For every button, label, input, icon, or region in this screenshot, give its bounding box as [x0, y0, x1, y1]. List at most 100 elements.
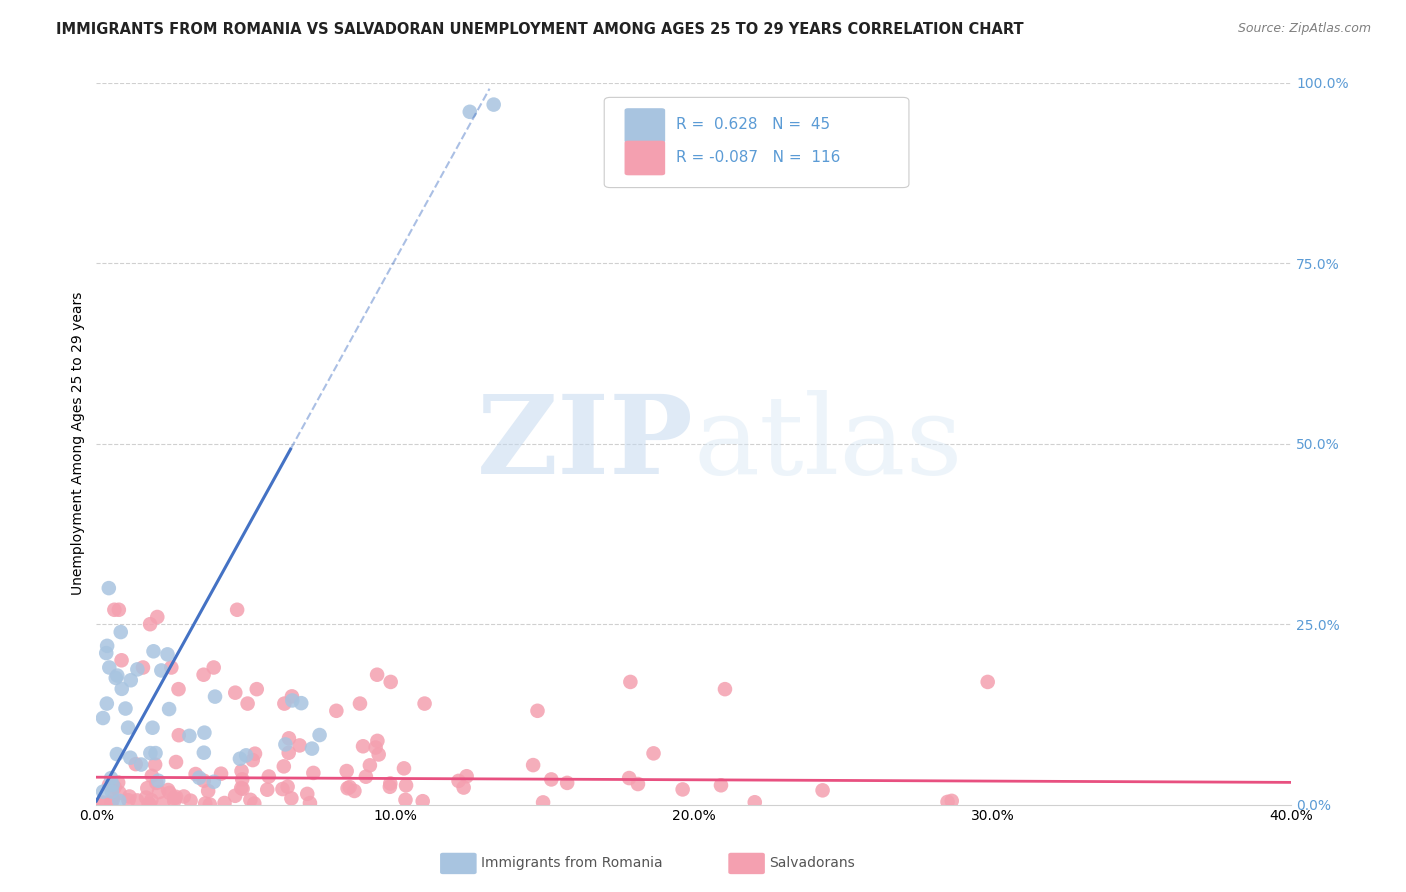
Point [395, 778, 418, 792]
Point [202, 660, 225, 674]
Point [91, 785, 114, 799]
Point [243, 797, 266, 811]
Point [298, 796, 321, 810]
Point [159, 786, 181, 800]
Point [145, 776, 167, 790]
Point [366, 667, 388, 681]
Point [141, 721, 163, 735]
Point [184, 767, 207, 781]
Point [100, 796, 122, 810]
Point [132, 660, 155, 674]
Point [447, 773, 470, 788]
Point [232, 781, 254, 796]
Point [273, 697, 295, 711]
Point [271, 782, 294, 797]
Point [710, 778, 733, 792]
Point [246, 682, 269, 697]
Point [167, 682, 190, 697]
Point [941, 794, 963, 808]
Point [120, 673, 142, 688]
Point [224, 686, 246, 700]
Point [152, 797, 174, 811]
Point [226, 603, 249, 617]
Point [163, 791, 186, 805]
Point [235, 748, 257, 763]
Point [229, 752, 252, 766]
Point [281, 690, 304, 704]
Point [163, 794, 186, 808]
Point [936, 795, 959, 809]
Point [209, 766, 232, 780]
Point [114, 701, 136, 715]
Point [619, 674, 641, 689]
Point [349, 697, 371, 711]
Point [150, 664, 173, 678]
Point [288, 739, 311, 753]
Point [108, 603, 131, 617]
Text: Salvadorans: Salvadorans [769, 856, 855, 871]
Point [91, 796, 114, 810]
Point [482, 97, 505, 112]
Point [531, 796, 554, 810]
Point [336, 764, 359, 778]
Point [105, 668, 128, 682]
Text: Source: ZipAtlas.com: Source: ZipAtlas.com [1237, 22, 1371, 36]
Point [111, 681, 134, 696]
Y-axis label: Unemployment Among Ages 25 to 29 years: Unemployment Among Ages 25 to 29 years [72, 292, 86, 596]
Point [380, 776, 402, 790]
Point [257, 770, 280, 784]
Point [302, 766, 325, 780]
Point [129, 757, 152, 772]
Point [277, 780, 299, 794]
Point [412, 794, 434, 808]
Point [413, 697, 436, 711]
Point [117, 793, 139, 807]
Point [179, 729, 201, 743]
Point [180, 794, 202, 808]
Point [540, 772, 562, 787]
Point [627, 777, 650, 791]
Point [96, 697, 118, 711]
Text: Immigrants from Romania: Immigrants from Romania [481, 856, 662, 871]
Point [138, 797, 160, 812]
Point [125, 757, 148, 772]
Point [364, 740, 387, 755]
Point [98, 660, 121, 674]
Point [256, 782, 278, 797]
Point [108, 794, 131, 808]
FancyBboxPatch shape [605, 97, 908, 187]
Point [156, 648, 179, 662]
Point [96, 646, 118, 660]
Point [110, 653, 132, 667]
Point [301, 741, 323, 756]
FancyBboxPatch shape [624, 108, 665, 143]
Point [278, 731, 301, 746]
Point [101, 784, 124, 798]
Point [204, 690, 226, 704]
Point [274, 738, 297, 752]
Point [104, 780, 127, 795]
Point [193, 746, 215, 760]
Point [173, 789, 195, 804]
Point [146, 610, 169, 624]
Point [98, 778, 121, 792]
Text: IMMIGRANTS FROM ROMANIA VS SALVADORAN UNEMPLOYMENT AMONG AGES 25 TO 29 YEARS COR: IMMIGRANTS FROM ROMANIA VS SALVADORAN UN… [56, 22, 1024, 37]
Point [193, 667, 215, 681]
Point [165, 789, 187, 804]
Point [367, 747, 389, 762]
Point [197, 784, 219, 798]
Point [343, 784, 366, 798]
Point [308, 728, 330, 742]
Point [148, 785, 170, 799]
Point [236, 697, 259, 711]
Point [194, 797, 217, 811]
Text: ZIP: ZIP [477, 391, 693, 497]
Point [97, 581, 120, 595]
Point [193, 773, 215, 788]
Point [354, 770, 377, 784]
Point [643, 747, 665, 761]
Point [811, 783, 834, 797]
Point [93, 796, 115, 810]
Point [167, 728, 190, 742]
Point [522, 758, 544, 772]
